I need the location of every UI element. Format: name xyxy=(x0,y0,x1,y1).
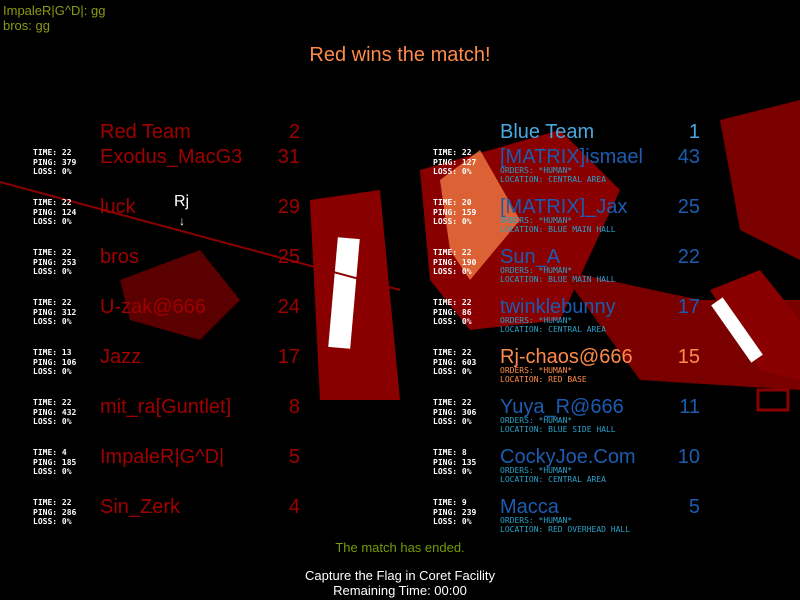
player-stats: TIME: 22 PING: 312 LOSS: 0% xyxy=(33,298,77,326)
player-score: 15 xyxy=(677,346,700,368)
player-stats: TIME: 20 PING: 159 LOSS: 0% xyxy=(433,198,477,226)
player-orders-location: ORDERS: *HUMAN* LOCATION: BLUE MAIN HALL xyxy=(500,216,616,234)
player-score: 25 xyxy=(677,196,700,218)
player-score: 11 xyxy=(679,396,700,418)
match-result-title: Red wins the match! xyxy=(309,44,491,66)
player-name: bros xyxy=(100,246,139,268)
player-stats: TIME: 22 PING: 253 LOSS: 0% xyxy=(33,248,77,276)
arrow-down-icon: ↓ xyxy=(179,214,185,228)
player-name: [MATRIX]ismael xyxy=(500,146,643,168)
player-stats: TIME: 22 PING: 379 LOSS: 0% xyxy=(33,148,77,176)
player-orders-location: ORDERS: *HUMAN* LOCATION: CENTRAL AREA xyxy=(500,166,606,184)
player-score: 5 xyxy=(288,446,300,468)
player-name: twinklebunny xyxy=(500,296,616,318)
player-score: 43 xyxy=(677,146,700,168)
match-status: The match has ended. xyxy=(335,540,465,555)
player-stats: TIME: 22 PING: 127 LOSS: 0% xyxy=(433,148,477,176)
player-stats: TIME: 9 PING: 239 LOSS: 0% xyxy=(433,498,477,526)
player-name: Jazz xyxy=(100,346,142,368)
player-name: Sin_Zerk xyxy=(100,496,181,518)
player-score: 25 xyxy=(277,246,300,268)
player-name: Exodus_MacG3 xyxy=(100,146,243,168)
player-stats: TIME: 22 PING: 603 LOSS: 0% xyxy=(433,348,477,376)
player-stats: TIME: 22 PING: 86 LOSS: 0% xyxy=(433,298,472,326)
player-name: luck xyxy=(100,196,136,218)
player-orders-location: ORDERS: *HUMAN* LOCATION: BLUE SIDE HALL xyxy=(500,416,616,434)
player-name: CockyJoe.Com xyxy=(500,446,636,468)
player-orders-location: ORDERS: *HUMAN* LOCATION: CENTRAL AREA xyxy=(500,316,606,334)
player-stats: TIME: 22 PING: 432 LOSS: 0% xyxy=(33,398,77,426)
player-score: 31 xyxy=(277,146,300,168)
player-name: Yuya_R@666 xyxy=(500,396,624,418)
player-score: 17 xyxy=(677,296,700,318)
player-stats: TIME: 22 PING: 190 LOSS: 0% xyxy=(433,248,477,276)
player-score: 8 xyxy=(288,396,300,418)
player-name: U-zak@666 xyxy=(100,296,206,318)
player-name: Sun_A xyxy=(500,246,561,268)
chat-message: ImpaleR|G^D|: gg xyxy=(3,3,106,18)
player-name: Macca xyxy=(500,496,559,518)
map-name: Capture the Flag in Coret Facility xyxy=(304,568,496,583)
player-score: 22 xyxy=(677,246,700,268)
player-name: mit_ra[Guntlet] xyxy=(100,396,232,418)
player-score: 17 xyxy=(277,346,300,368)
player-name: ImpaleR|G^D| xyxy=(100,446,225,468)
player-orders-location: ORDERS: *HUMAN* LOCATION: RED OVERHEAD H… xyxy=(500,516,631,534)
red-team-name: Red Team xyxy=(100,121,191,143)
player-stats: TIME: 22 PING: 286 LOSS: 0% xyxy=(33,498,77,526)
player-name: [MATRIX]_Jax xyxy=(500,196,628,218)
player-orders-location: ORDERS: *HUMAN* LOCATION: CENTRAL AREA xyxy=(500,466,606,484)
red-team-score: 2 xyxy=(288,121,300,143)
player-name: Rj-chaos@666 xyxy=(500,346,633,368)
blue-team-score: 1 xyxy=(688,121,700,143)
player-stats: TIME: 4 PING: 185 LOSS: 0% xyxy=(33,448,77,476)
player-score: 10 xyxy=(677,446,700,468)
player-orders-location: ORDERS: *HUMAN* LOCATION: RED BASE xyxy=(500,366,587,384)
blue-team-name: Blue Team xyxy=(500,121,595,143)
player-score: 5 xyxy=(688,496,700,518)
player-orders-location: ORDERS: *HUMAN* LOCATION: BLUE MAIN HALL xyxy=(500,266,616,284)
player-score: 29 xyxy=(277,196,300,218)
player-score: 4 xyxy=(288,496,300,518)
player-stats: TIME: 22 PING: 306 LOSS: 0% xyxy=(433,398,477,426)
player-stats: TIME: 8 PING: 135 LOSS: 0% xyxy=(433,448,477,476)
remaining-time: Remaining Time: 00:00 xyxy=(333,583,467,598)
player-marker-label: Rj xyxy=(174,193,190,210)
player-score: 24 xyxy=(277,296,300,318)
chat-message: bros: gg xyxy=(3,18,50,33)
player-stats: TIME: 22 PING: 124 LOSS: 0% xyxy=(33,198,77,226)
player-stats: TIME: 13 PING: 106 LOSS: 0% xyxy=(33,348,77,376)
